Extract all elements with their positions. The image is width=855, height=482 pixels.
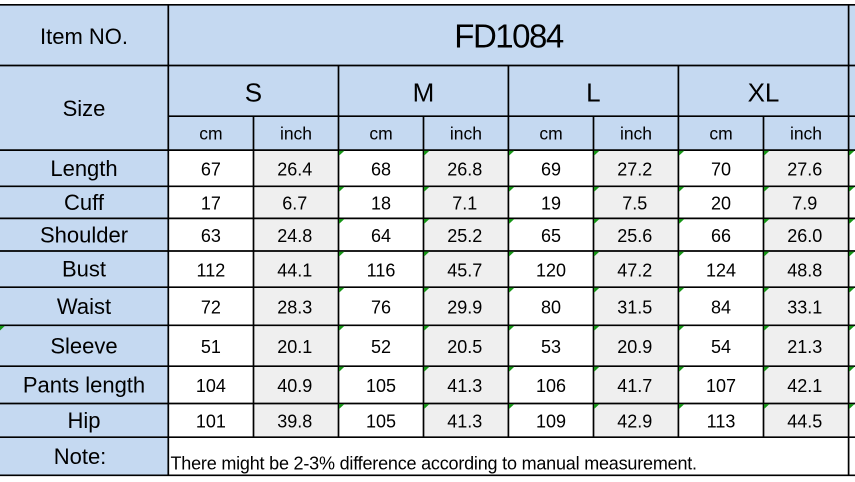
svg-text:Size: Size xyxy=(63,96,106,121)
svg-text:Waist: Waist xyxy=(57,294,111,319)
svg-text:41.3: 41.3 xyxy=(447,376,482,396)
svg-text:107: 107 xyxy=(706,376,736,396)
svg-text:84: 84 xyxy=(711,297,731,317)
svg-text:cm: cm xyxy=(709,124,732,144)
svg-text:70: 70 xyxy=(711,159,731,179)
svg-text:20.1: 20.1 xyxy=(277,337,312,357)
svg-text:Item NO.: Item NO. xyxy=(40,24,128,49)
svg-text:6.7: 6.7 xyxy=(282,194,307,214)
svg-text:29.9: 29.9 xyxy=(447,297,482,317)
svg-text:19: 19 xyxy=(541,194,561,214)
svg-text:20: 20 xyxy=(711,194,731,214)
svg-text:Bust: Bust xyxy=(62,257,106,282)
svg-text:20.5: 20.5 xyxy=(447,337,482,357)
svg-text:48.8: 48.8 xyxy=(787,260,822,280)
svg-text:18: 18 xyxy=(371,194,391,214)
svg-text:25.6: 25.6 xyxy=(617,226,652,246)
svg-text:42.9: 42.9 xyxy=(617,412,652,432)
svg-text:124: 124 xyxy=(706,260,736,280)
svg-text:26.4: 26.4 xyxy=(277,159,312,179)
svg-text:Sleeve: Sleeve xyxy=(50,333,117,358)
svg-text:39.8: 39.8 xyxy=(277,412,312,432)
svg-text:47.2: 47.2 xyxy=(617,260,652,280)
svg-text:L: L xyxy=(586,77,600,107)
svg-text:inch: inch xyxy=(450,124,482,144)
svg-text:113: 113 xyxy=(707,412,736,432)
svg-text:120: 120 xyxy=(536,260,566,280)
svg-text:109: 109 xyxy=(536,412,566,432)
svg-text:There might be 2-3% difference: There might be 2-3% difference according… xyxy=(171,453,697,473)
svg-text:cm: cm xyxy=(199,124,222,144)
svg-text:Note:: Note: xyxy=(54,444,107,469)
svg-text:cm: cm xyxy=(539,124,562,144)
svg-text:53: 53 xyxy=(541,337,561,357)
svg-text:28.3: 28.3 xyxy=(277,297,312,317)
svg-text:17: 17 xyxy=(201,194,221,214)
svg-text:72: 72 xyxy=(201,297,221,317)
svg-text:inch: inch xyxy=(620,124,652,144)
svg-text:XL: XL xyxy=(748,77,780,107)
svg-text:25.2: 25.2 xyxy=(447,226,482,246)
svg-text:66: 66 xyxy=(711,226,731,246)
svg-text:7.5: 7.5 xyxy=(622,194,647,214)
svg-text:FD1084: FD1084 xyxy=(454,17,564,54)
svg-text:52: 52 xyxy=(371,337,391,357)
svg-text:64: 64 xyxy=(371,226,391,246)
svg-text:inch: inch xyxy=(790,124,822,144)
svg-text:Hip: Hip xyxy=(67,408,100,433)
svg-text:7.1: 7.1 xyxy=(452,194,477,214)
svg-text:cm: cm xyxy=(369,124,392,144)
svg-text:68: 68 xyxy=(371,159,391,179)
svg-text:Shoulder: Shoulder xyxy=(40,222,128,247)
svg-text:112: 112 xyxy=(197,260,226,280)
svg-text:54: 54 xyxy=(711,337,731,357)
svg-text:7.9: 7.9 xyxy=(792,194,817,214)
svg-text:41.3: 41.3 xyxy=(447,412,482,432)
svg-text:44.1: 44.1 xyxy=(277,260,312,280)
svg-text:45.7: 45.7 xyxy=(447,260,482,280)
svg-text:41.7: 41.7 xyxy=(617,376,652,396)
svg-text:inch: inch xyxy=(280,124,312,144)
svg-text:Length: Length xyxy=(50,156,117,181)
svg-text:21.3: 21.3 xyxy=(787,337,822,357)
svg-text:31.5: 31.5 xyxy=(617,297,652,317)
svg-text:42.1: 42.1 xyxy=(787,376,822,396)
svg-text:24.8: 24.8 xyxy=(277,226,312,246)
svg-text:Cuff: Cuff xyxy=(64,190,105,215)
svg-text:26.0: 26.0 xyxy=(787,226,822,246)
svg-text:26.8: 26.8 xyxy=(447,159,482,179)
svg-text:40.9: 40.9 xyxy=(277,376,312,396)
svg-text:33.1: 33.1 xyxy=(787,297,822,317)
svg-text:104: 104 xyxy=(196,376,226,396)
svg-text:106: 106 xyxy=(536,376,566,396)
svg-text:76: 76 xyxy=(371,297,391,317)
svg-text:80: 80 xyxy=(541,297,561,317)
svg-text:44.5: 44.5 xyxy=(787,412,822,432)
svg-text:S: S xyxy=(245,77,262,107)
svg-text:101: 101 xyxy=(196,412,226,432)
svg-text:M: M xyxy=(413,77,435,107)
svg-text:51: 51 xyxy=(201,337,221,357)
svg-text:27.2: 27.2 xyxy=(617,159,652,179)
svg-text:63: 63 xyxy=(201,226,221,246)
svg-text:67: 67 xyxy=(201,159,221,179)
svg-text:69: 69 xyxy=(541,159,561,179)
svg-text:105: 105 xyxy=(366,376,396,396)
svg-text:105: 105 xyxy=(366,412,396,432)
svg-text:65: 65 xyxy=(541,226,561,246)
svg-text:Pants length: Pants length xyxy=(23,373,145,398)
svg-text:27.6: 27.6 xyxy=(787,159,822,179)
svg-text:20.9: 20.9 xyxy=(617,337,652,357)
svg-text:116: 116 xyxy=(367,260,396,280)
